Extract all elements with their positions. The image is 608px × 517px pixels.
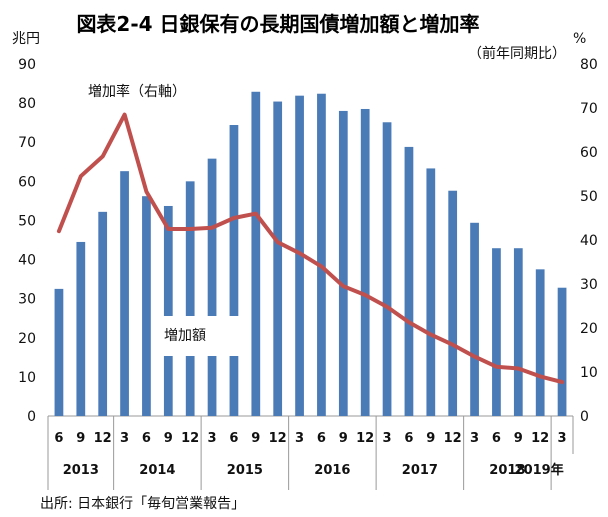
left-tick-label: 30 <box>18 292 36 308</box>
amount-annotation-box <box>151 316 239 356</box>
rate-line <box>56 112 565 385</box>
source-note: 出所: 日本銀行「毎旬営業報告」 <box>40 496 245 512</box>
right-tick-label: 0 <box>580 409 589 425</box>
bar <box>295 95 304 417</box>
bar <box>492 248 501 416</box>
x-tick-label: 6 <box>492 431 501 446</box>
rate-annotation: 増加率（右軸） <box>88 83 186 100</box>
right-tick-label: 50 <box>580 189 598 205</box>
year-label: 2014 <box>139 463 175 478</box>
bar <box>76 241 86 416</box>
x-tick-label: 9 <box>76 431 85 446</box>
x-tick-label: 6 <box>404 431 413 446</box>
left-tick-label: 60 <box>18 174 36 190</box>
year-label: 2019年 <box>515 462 564 478</box>
left-tick-label: 20 <box>18 331 36 347</box>
left-axis: 0 10 20 30 40 50 60 70 80 90 <box>18 57 36 425</box>
right-tick-label: 70 <box>580 101 598 117</box>
year-label: 2015 <box>227 463 263 478</box>
x-tick-label: 9 <box>339 431 348 446</box>
bar <box>251 91 261 416</box>
bar <box>98 211 108 416</box>
left-tick-label: 40 <box>18 253 36 269</box>
bar <box>317 93 326 417</box>
x-tick-label: 9 <box>514 431 523 446</box>
bar <box>120 171 129 416</box>
right-tick-label: 60 <box>580 145 598 161</box>
right-tick-label: 20 <box>580 321 598 337</box>
bar <box>426 168 436 416</box>
right-tick-label: 40 <box>580 233 598 249</box>
x-tick-label: 3 <box>295 431 304 446</box>
bar <box>229 125 239 416</box>
x-tick-label: 6 <box>229 431 238 446</box>
x-tick-label: 3 <box>120 431 129 446</box>
bar <box>535 269 545 416</box>
x-tick-label: 9 <box>164 431 173 446</box>
bar <box>185 181 195 416</box>
right-unit-label: % <box>573 31 586 47</box>
x-tick-label: 3 <box>208 431 217 446</box>
bar <box>360 108 370 416</box>
left-unit-label: 兆円 <box>12 31 40 47</box>
bar <box>557 287 567 416</box>
year-label: 2018 <box>489 463 525 478</box>
right-tick-label: 30 <box>580 277 598 293</box>
bar <box>470 222 479 416</box>
x-tick-label: 12 <box>356 431 374 446</box>
x-tick-label: 12 <box>181 431 199 446</box>
bar-series-amount <box>54 91 567 417</box>
right-tick-label: 80 <box>580 57 598 73</box>
line-series-rate <box>56 112 565 385</box>
x-tick-label: 12 <box>531 431 549 446</box>
left-tick-label: 0 <box>27 409 36 425</box>
x-tick-label: 12 <box>444 431 462 446</box>
left-tick-label: 90 <box>18 57 36 73</box>
left-tick-label: 50 <box>18 213 36 229</box>
x-tick-label: 6 <box>142 431 151 446</box>
bar <box>207 158 217 416</box>
bar <box>54 288 64 416</box>
right-tick-label: 10 <box>580 365 598 381</box>
bar <box>163 205 173 416</box>
x-tick-label: 12 <box>94 431 112 446</box>
bar <box>142 196 151 416</box>
x-tick-label: 9 <box>426 431 435 446</box>
bar <box>273 101 283 417</box>
year-label: 2013 <box>63 463 99 478</box>
bar <box>382 122 392 416</box>
x-tick-label: 3 <box>383 431 392 446</box>
year-label: 2016 <box>314 463 350 478</box>
left-tick-label: 70 <box>18 135 36 151</box>
x-tick-label: 12 <box>269 431 287 446</box>
amount-annotation: 増加額 <box>164 328 206 344</box>
right-axis: 0 10 20 30 40 50 60 70 80 <box>580 57 598 425</box>
x-tick-label: 3 <box>470 431 479 446</box>
left-tick-label: 10 <box>18 370 36 386</box>
year-label: 2017 <box>402 463 438 478</box>
bar <box>404 146 414 416</box>
right-unit-note: （前年同期比） <box>468 45 566 62</box>
chart-title: 図表2-4 日銀保有の長期国債増加額と増加率 <box>76 12 479 36</box>
bar <box>448 190 458 416</box>
left-tick-label: 80 <box>18 96 36 112</box>
x-tick-label: 6 <box>54 431 63 446</box>
x-tick-label: 9 <box>251 431 260 446</box>
bar <box>513 248 523 416</box>
x-tick-label: 3 <box>558 431 567 446</box>
x-tick-label: 6 <box>317 431 326 446</box>
bar <box>338 110 348 416</box>
